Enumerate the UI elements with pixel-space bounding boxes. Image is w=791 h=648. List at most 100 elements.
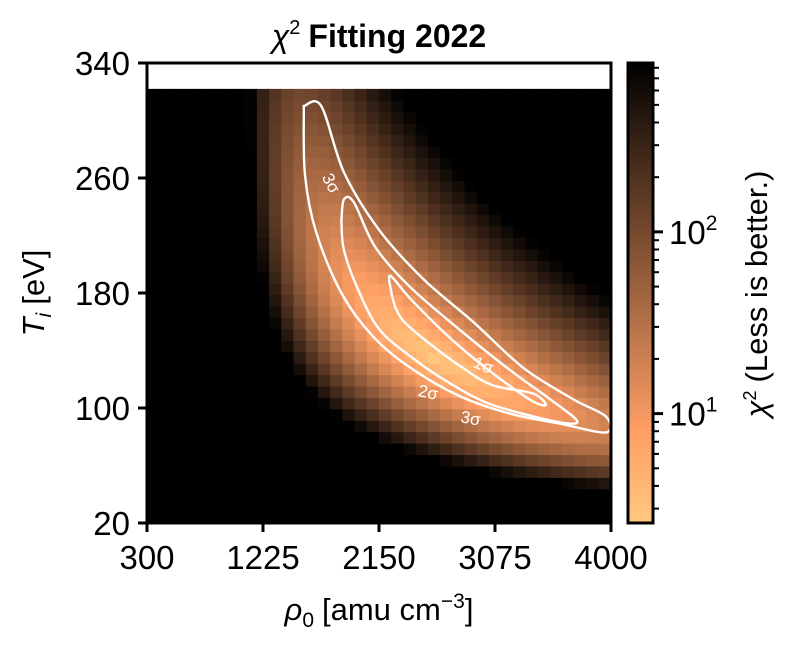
heatmap-cell bbox=[464, 294, 478, 307]
heatmap-cell bbox=[440, 271, 453, 284]
heatmap-cell bbox=[452, 465, 466, 478]
heatmap-cell bbox=[330, 374, 343, 387]
heatmap-cell bbox=[549, 214, 563, 227]
heatmap-cell bbox=[354, 180, 368, 193]
heatmap-cell bbox=[183, 123, 197, 136]
heatmap-cell bbox=[525, 214, 539, 227]
heatmap-cell bbox=[269, 431, 282, 444]
heatmap-cell bbox=[305, 443, 319, 456]
heatmap-cell bbox=[598, 88, 611, 101]
heatmap-cell bbox=[232, 385, 246, 398]
heatmap-cell bbox=[574, 385, 588, 398]
heatmap-cell bbox=[574, 180, 588, 193]
heatmap-cell bbox=[537, 305, 551, 318]
heatmap-cell bbox=[317, 374, 331, 387]
heatmap-cell bbox=[525, 100, 539, 113]
heatmap-cell bbox=[171, 168, 185, 181]
heatmap-cell bbox=[281, 100, 295, 113]
heatmap-cell bbox=[403, 374, 417, 387]
x-label-superscript: −3 bbox=[441, 590, 465, 613]
heatmap-cell bbox=[537, 134, 551, 147]
heatmap-cell bbox=[452, 477, 466, 490]
heatmap-cell bbox=[366, 465, 380, 478]
heatmap-cell bbox=[586, 500, 600, 513]
heatmap-cell bbox=[244, 477, 258, 490]
colorbar bbox=[628, 63, 653, 523]
heatmap-cell bbox=[476, 248, 490, 261]
heatmap-cell bbox=[183, 294, 197, 307]
heatmap-cell bbox=[440, 420, 453, 433]
heatmap-cell bbox=[366, 203, 380, 216]
heatmap-cell bbox=[562, 271, 575, 284]
heatmap-cell bbox=[513, 420, 527, 433]
heatmap-cell bbox=[281, 363, 295, 376]
y-tick-label: 260 bbox=[75, 160, 130, 197]
heatmap-cell bbox=[305, 420, 319, 433]
heatmap-cell bbox=[220, 477, 234, 490]
heatmap-cell bbox=[232, 294, 246, 307]
heatmap-cell bbox=[537, 385, 551, 398]
heatmap-cell bbox=[232, 260, 246, 273]
x-label-close: ] bbox=[465, 592, 474, 627]
heatmap-cell bbox=[342, 431, 356, 444]
heatmap-cell bbox=[281, 500, 295, 513]
heatmap-cell bbox=[452, 305, 466, 318]
heatmap-cell bbox=[549, 271, 563, 284]
heatmap-cell bbox=[415, 488, 429, 501]
heatmap-cell bbox=[269, 328, 282, 341]
heatmap-cell bbox=[586, 237, 600, 250]
heatmap-cell bbox=[598, 134, 611, 147]
heatmap-cell bbox=[171, 157, 185, 170]
colorbar-frame bbox=[626, 61, 655, 525]
heatmap-cell bbox=[562, 283, 575, 296]
colorbar-tick-label: 101 bbox=[669, 394, 717, 433]
heatmap-cell bbox=[330, 294, 343, 307]
heatmap-cell bbox=[391, 420, 405, 433]
heatmap-cell bbox=[330, 511, 343, 523]
heatmap-cell bbox=[195, 500, 209, 513]
heatmap-cell bbox=[244, 500, 258, 513]
heatmap-cell bbox=[256, 477, 270, 490]
heatmap-cell bbox=[342, 283, 356, 296]
heatmap-cell bbox=[232, 134, 246, 147]
heatmap-cell bbox=[220, 408, 234, 421]
heatmap-cell bbox=[305, 248, 319, 261]
heatmap-cell bbox=[281, 454, 295, 467]
heatmap-cell bbox=[574, 305, 588, 318]
heatmap-cell bbox=[317, 180, 331, 193]
heatmap-cell bbox=[269, 168, 282, 181]
heatmap-cell bbox=[488, 225, 502, 238]
heatmap-cell bbox=[256, 340, 270, 353]
heatmap-cell bbox=[525, 123, 539, 136]
heatmap-cell bbox=[159, 191, 173, 204]
heatmap-cell bbox=[513, 123, 527, 136]
heatmap-cell bbox=[244, 191, 258, 204]
heatmap-cell bbox=[427, 328, 441, 341]
heatmap-cell bbox=[440, 225, 453, 238]
y-tick-label: 20 bbox=[93, 505, 130, 542]
heatmap-cell bbox=[232, 511, 246, 523]
heatmap-cell bbox=[476, 420, 490, 433]
heatmap-cell bbox=[330, 237, 343, 250]
heatmap-cell bbox=[488, 500, 502, 513]
heatmap-cell bbox=[391, 146, 405, 159]
heatmap-cell bbox=[574, 443, 588, 456]
heatmap-cell bbox=[537, 214, 551, 227]
heatmap-cell bbox=[147, 111, 160, 124]
heatmap-cell bbox=[305, 260, 319, 273]
heatmap-cell bbox=[525, 168, 539, 181]
heatmap-cell bbox=[488, 260, 502, 273]
heatmap-cell bbox=[440, 511, 453, 523]
heatmap-cell bbox=[171, 443, 185, 456]
heatmap-cell bbox=[549, 511, 563, 523]
heatmap-cell bbox=[476, 111, 490, 124]
y-label-symbol: T bbox=[16, 315, 51, 336]
heatmap-cell bbox=[256, 168, 270, 181]
heatmap-cell bbox=[501, 397, 514, 410]
heatmap-cell bbox=[537, 88, 551, 101]
heatmap-cell bbox=[598, 305, 611, 318]
heatmap-cell bbox=[159, 374, 173, 387]
heatmap-cell bbox=[537, 225, 551, 238]
heatmap-cell bbox=[330, 168, 343, 181]
heatmap-cell bbox=[269, 305, 282, 318]
